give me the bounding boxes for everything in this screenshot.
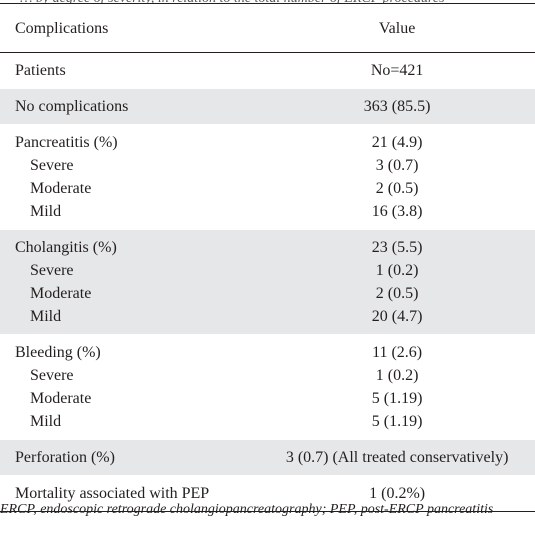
table-row: Patients No=421 [0,52,535,89]
row-value: 3 (0.7) [375,156,419,174]
row-value: 2 (0.5) [375,179,419,197]
row-value: 363 (85.5) [259,88,535,125]
row-label: No complications [0,88,260,125]
group-bleeding: Bleeding (%) 11 (2.6) Severe 1 (0.2) Mod… [0,334,535,440]
row-value: 1 (0.2%) [259,475,535,512]
row-value: 21 (4.9) [259,124,535,154]
table-row: Moderate 2 (0.5) [0,177,535,200]
group-cholangitis: Cholangitis (%) 23 (5.5) Severe 1 (0.2) … [0,229,535,335]
row-label: Severe [30,261,74,279]
row-value: 5 (1.19) [371,389,423,407]
row-label: Moderate [30,179,92,197]
row-value: 2 (0.5) [375,284,419,302]
table-row: Perforation (%) 3 (0.7) (All treated con… [0,439,535,476]
table-footnote: ERCP, endoscopic retrograde cholangiopan… [0,502,494,517]
header-complications: Complications [15,20,109,37]
group-no-complications: No complications 363 (85.5) [0,88,535,125]
table-row: Mild 5 (1.19) [0,410,535,440]
row-value: 5 (1.19) [371,412,423,430]
row-label: Pancreatitis (%) [0,124,260,154]
table-row: Moderate 5 (1.19) [0,387,535,410]
group-pancreatitis: Pancreatitis (%) 21 (4.9) Severe 3 (0.7)… [0,124,535,230]
row-value: 3 (0.7) (All treated conservatively) [259,439,535,476]
row-label: Mortality associated with PEP [0,475,260,512]
complications-table: Complications Value Patients No=421 No c… [0,6,535,512]
row-value: 20 (4.7) [371,307,423,325]
row-label: Severe [30,366,74,384]
row-value: 1 (0.2) [375,261,419,279]
row-value: 16 (3.8) [371,202,423,220]
clipped-caption-fragment: … by degree of severity, in relation to … [0,0,535,4]
table-row: No complications 363 (85.5) [0,88,535,125]
row-label: Perforation (%) [0,439,260,476]
header-row: Complications Value [0,6,535,53]
table-row: Cholangitis (%) 23 (5.5) [0,229,535,259]
table-row: Severe 3 (0.7) [0,154,535,177]
row-label: Moderate [30,284,92,302]
table-row: Pancreatitis (%) 21 (4.9) [0,124,535,154]
table-row: Mild 20 (4.7) [0,305,535,335]
table-top-rule [0,3,535,4]
table-row: Mild 16 (3.8) [0,200,535,230]
table-row: Severe 1 (0.2) [0,364,535,387]
table-row: Severe 1 (0.2) [0,259,535,282]
row-value: 1 (0.2) [375,366,419,384]
row-label: Bleeding (%) [0,334,260,364]
row-value: No=421 [370,61,424,79]
row-label: Moderate [30,389,92,407]
table-row: Bleeding (%) 11 (2.6) [0,334,535,364]
table-row: Moderate 2 (0.5) [0,282,535,305]
row-label: Patients [15,61,66,79]
header-value: Value [378,20,416,37]
group-patients: Patients No=421 [0,52,535,89]
row-label: Severe [30,156,74,174]
row-label: Cholangitis (%) [0,229,260,259]
group-mortality: Mortality associated with PEP 1 (0.2%) [0,475,535,512]
group-perforation: Perforation (%) 3 (0.7) (All treated con… [0,439,535,476]
table-row: Mortality associated with PEP 1 (0.2%) [0,475,535,512]
row-label: Mild [30,307,62,325]
row-label: Mild [30,202,62,220]
row-value: 23 (5.5) [259,229,535,259]
row-label: Mild [30,412,62,430]
row-value: 11 (2.6) [259,334,535,364]
